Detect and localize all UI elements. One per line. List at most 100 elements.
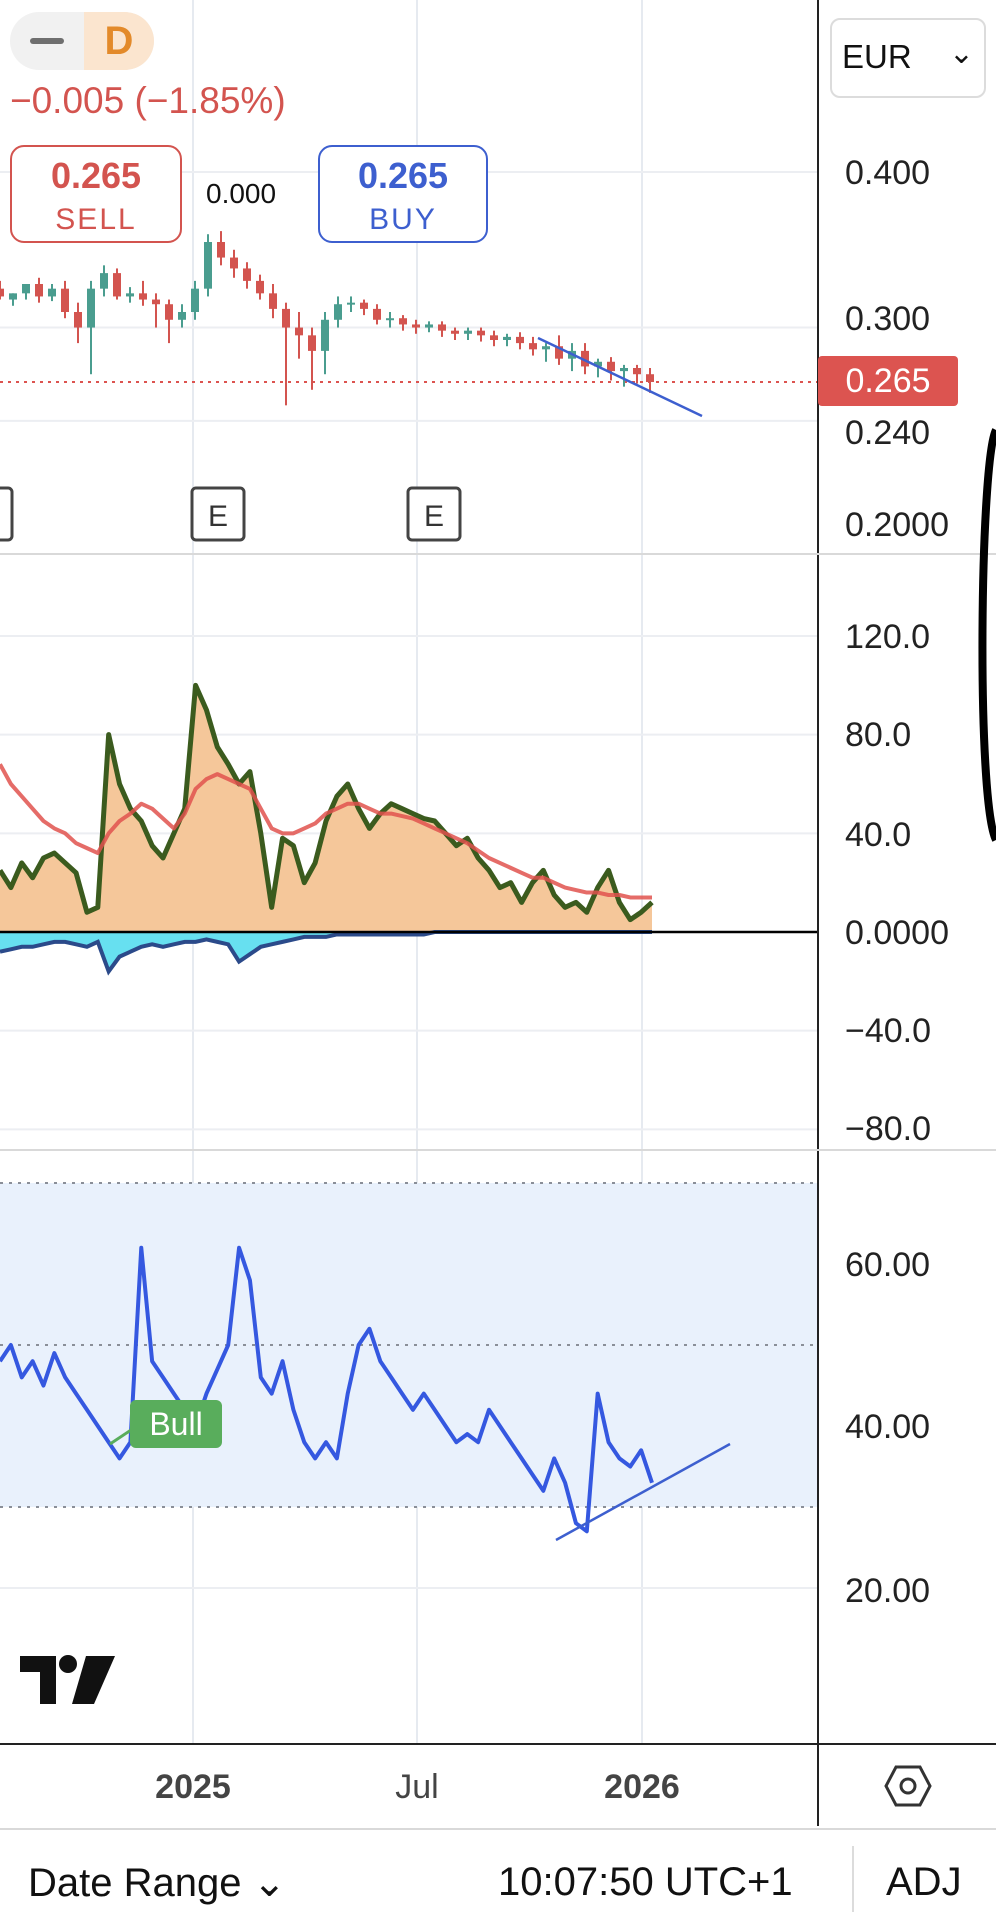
- divider: [852, 1846, 854, 1912]
- candle-body: [607, 361, 615, 372]
- candle-body: [451, 330, 459, 334]
- tradingview-logo-icon: [20, 1655, 115, 1704]
- panel-separators: [0, 0, 996, 1826]
- candle-body: [139, 293, 147, 300]
- earnings-marker-label: E: [208, 500, 228, 533]
- candle-body: [412, 324, 420, 328]
- candle-body: [256, 280, 264, 294]
- candle-body: [464, 330, 472, 334]
- candle-body: [165, 304, 173, 320]
- candle-body: [594, 361, 602, 367]
- candle-body: [269, 293, 277, 309]
- candle-body: [529, 343, 537, 350]
- date-range-label: Date Range: [28, 1861, 242, 1905]
- candle-body: [113, 273, 121, 297]
- price-trend-line: [537, 336, 703, 418]
- candle-body: [295, 327, 303, 336]
- oscillator-line: [0, 682, 654, 923]
- candle-body: [308, 335, 316, 351]
- candle-body: [126, 293, 134, 297]
- price-change: −0.005 (−1.85%): [10, 80, 286, 121]
- currency-select[interactable]: EUR ⌄: [830, 18, 986, 98]
- rsi-trend-line: [555, 1442, 731, 1542]
- candle-body: [633, 368, 641, 375]
- collapse-icon[interactable]: [30, 38, 64, 44]
- buy-button[interactable]: 0.265 BUY: [318, 145, 488, 243]
- earnings-marker: [0, 486, 14, 542]
- marker-label: 0.000: [206, 178, 277, 209]
- oscillator-axis-label: 40.0: [845, 816, 911, 854]
- edge-decoration: [978, 428, 996, 842]
- chevron-down-icon: ⌄: [252, 1861, 287, 1905]
- candle-body: [243, 268, 251, 281]
- candle-body: [9, 293, 17, 300]
- candle-body: [516, 336, 524, 344]
- rsi-axis-label: 40.00: [845, 1408, 930, 1446]
- candle-body: [555, 346, 563, 359]
- clock[interactable]: 10:07:50 UTC+1: [498, 1860, 793, 1904]
- oscillator-axis-label: 120.0: [845, 618, 930, 656]
- candle-body: [87, 288, 95, 328]
- bottom-bar: [0, 1828, 996, 1928]
- candle-body: [217, 242, 225, 258]
- currency-area: EUR ⌄: [684, 10, 986, 98]
- candle-body: [0, 288, 4, 297]
- candle-body: [581, 350, 589, 367]
- buy-label: BUY: [369, 203, 437, 236]
- candle-body: [360, 302, 368, 309]
- candle-body: [347, 302, 355, 305]
- sell-button[interactable]: 0.265 SELL: [10, 145, 182, 243]
- candle-body: [399, 318, 407, 325]
- oscillator-panel: [0, 682, 818, 976]
- candle-body: [438, 324, 446, 331]
- rsi-line: [0, 1245, 654, 1534]
- currency-label: EUR: [842, 38, 912, 75]
- oscillator-axis-label: −80.0: [845, 1110, 931, 1148]
- candle-body: [48, 288, 56, 297]
- candle-body: [542, 346, 550, 350]
- interval-button[interactable]: D: [84, 12, 154, 70]
- oscillator-ma-line: [0, 763, 652, 900]
- oscillator-axis-label: 80.0: [845, 716, 911, 754]
- price-axis-label: 0.300: [845, 300, 930, 338]
- candle-body: [191, 288, 199, 312]
- oscillator-axis-label: 0.0000: [845, 914, 949, 952]
- earnings-marker: [406, 486, 462, 542]
- buy-price: 0.265: [357, 155, 449, 196]
- price-axis-label: 0.240: [845, 414, 930, 452]
- time-axis-label: 2025: [155, 1768, 231, 1806]
- candle-body: [35, 284, 43, 297]
- candle-body: [425, 324, 433, 328]
- candle-body: [230, 257, 238, 269]
- candle-body: [477, 330, 485, 336]
- candle-body: [152, 299, 160, 305]
- time-axis-label: Jul: [395, 1768, 438, 1806]
- earnings-marker: [190, 486, 246, 542]
- candle-body: [204, 242, 212, 289]
- candle-body: [334, 304, 342, 320]
- current-price-tag: 0.265: [818, 356, 958, 406]
- rsi-band: [0, 1182, 818, 1508]
- candle-body: [646, 374, 654, 382]
- date-range-button[interactable]: Date Range ⌄: [28, 1860, 286, 1906]
- oscillator-axis-label: −40.0: [845, 1012, 931, 1050]
- candle-body: [386, 318, 394, 321]
- earnings-marker-label: E: [424, 500, 444, 533]
- candle-body: [74, 312, 82, 328]
- candle-body: [178, 312, 186, 320]
- candle-body: [321, 319, 329, 351]
- adj-button[interactable]: ADJ: [886, 1860, 962, 1904]
- candle-body: [100, 273, 108, 289]
- candle-body: [490, 335, 498, 340]
- sell-label: SELL: [55, 203, 137, 236]
- candle-body: [503, 336, 511, 340]
- settings-icon[interactable]: [884, 1762, 932, 1810]
- negative-area: [0, 932, 652, 972]
- candle-body: [282, 308, 290, 328]
- price-axis-label: 0.2000: [845, 506, 949, 544]
- sell-price: 0.265: [50, 155, 142, 196]
- rsi-axis-label: 20.00: [845, 1572, 930, 1610]
- time-axis-label: 2026: [604, 1768, 680, 1806]
